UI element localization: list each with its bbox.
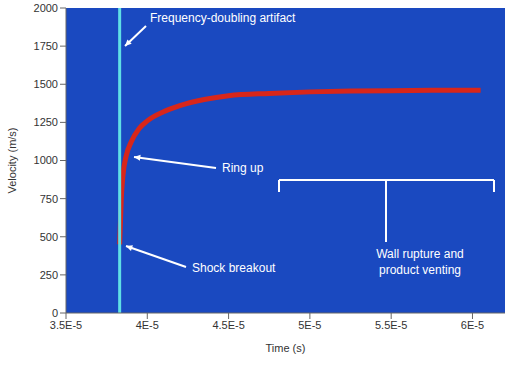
svg-text:2000: 2000 [34,2,58,14]
svg-text:500: 500 [40,231,58,243]
svg-text:1750: 1750 [34,40,58,52]
svg-text:Ring up: Ring up [222,161,264,175]
svg-text:5E-5: 5E-5 [298,319,321,331]
svg-text:0: 0 [52,307,58,319]
svg-text:6E-5: 6E-5 [461,319,484,331]
svg-text:1000: 1000 [34,154,58,166]
svg-text:Shock breakout: Shock breakout [192,261,276,275]
svg-text:5.5E-5: 5.5E-5 [375,319,407,331]
svg-text:1250: 1250 [34,116,58,128]
svg-text:Time (s): Time (s) [266,342,306,354]
svg-text:product venting: product venting [379,263,461,277]
svg-text:Frequency-doubling artifact: Frequency-doubling artifact [150,11,296,25]
svg-text:Velocity (m/s): Velocity (m/s) [6,127,18,193]
svg-text:750: 750 [40,193,58,205]
svg-text:4E-5: 4E-5 [136,319,159,331]
svg-text:3.5E-5: 3.5E-5 [50,319,82,331]
svg-text:250: 250 [40,269,58,281]
svg-text:Wall rupture and: Wall rupture and [376,247,464,261]
svg-text:1500: 1500 [34,78,58,90]
svg-text:4.5E-5: 4.5E-5 [212,319,244,331]
